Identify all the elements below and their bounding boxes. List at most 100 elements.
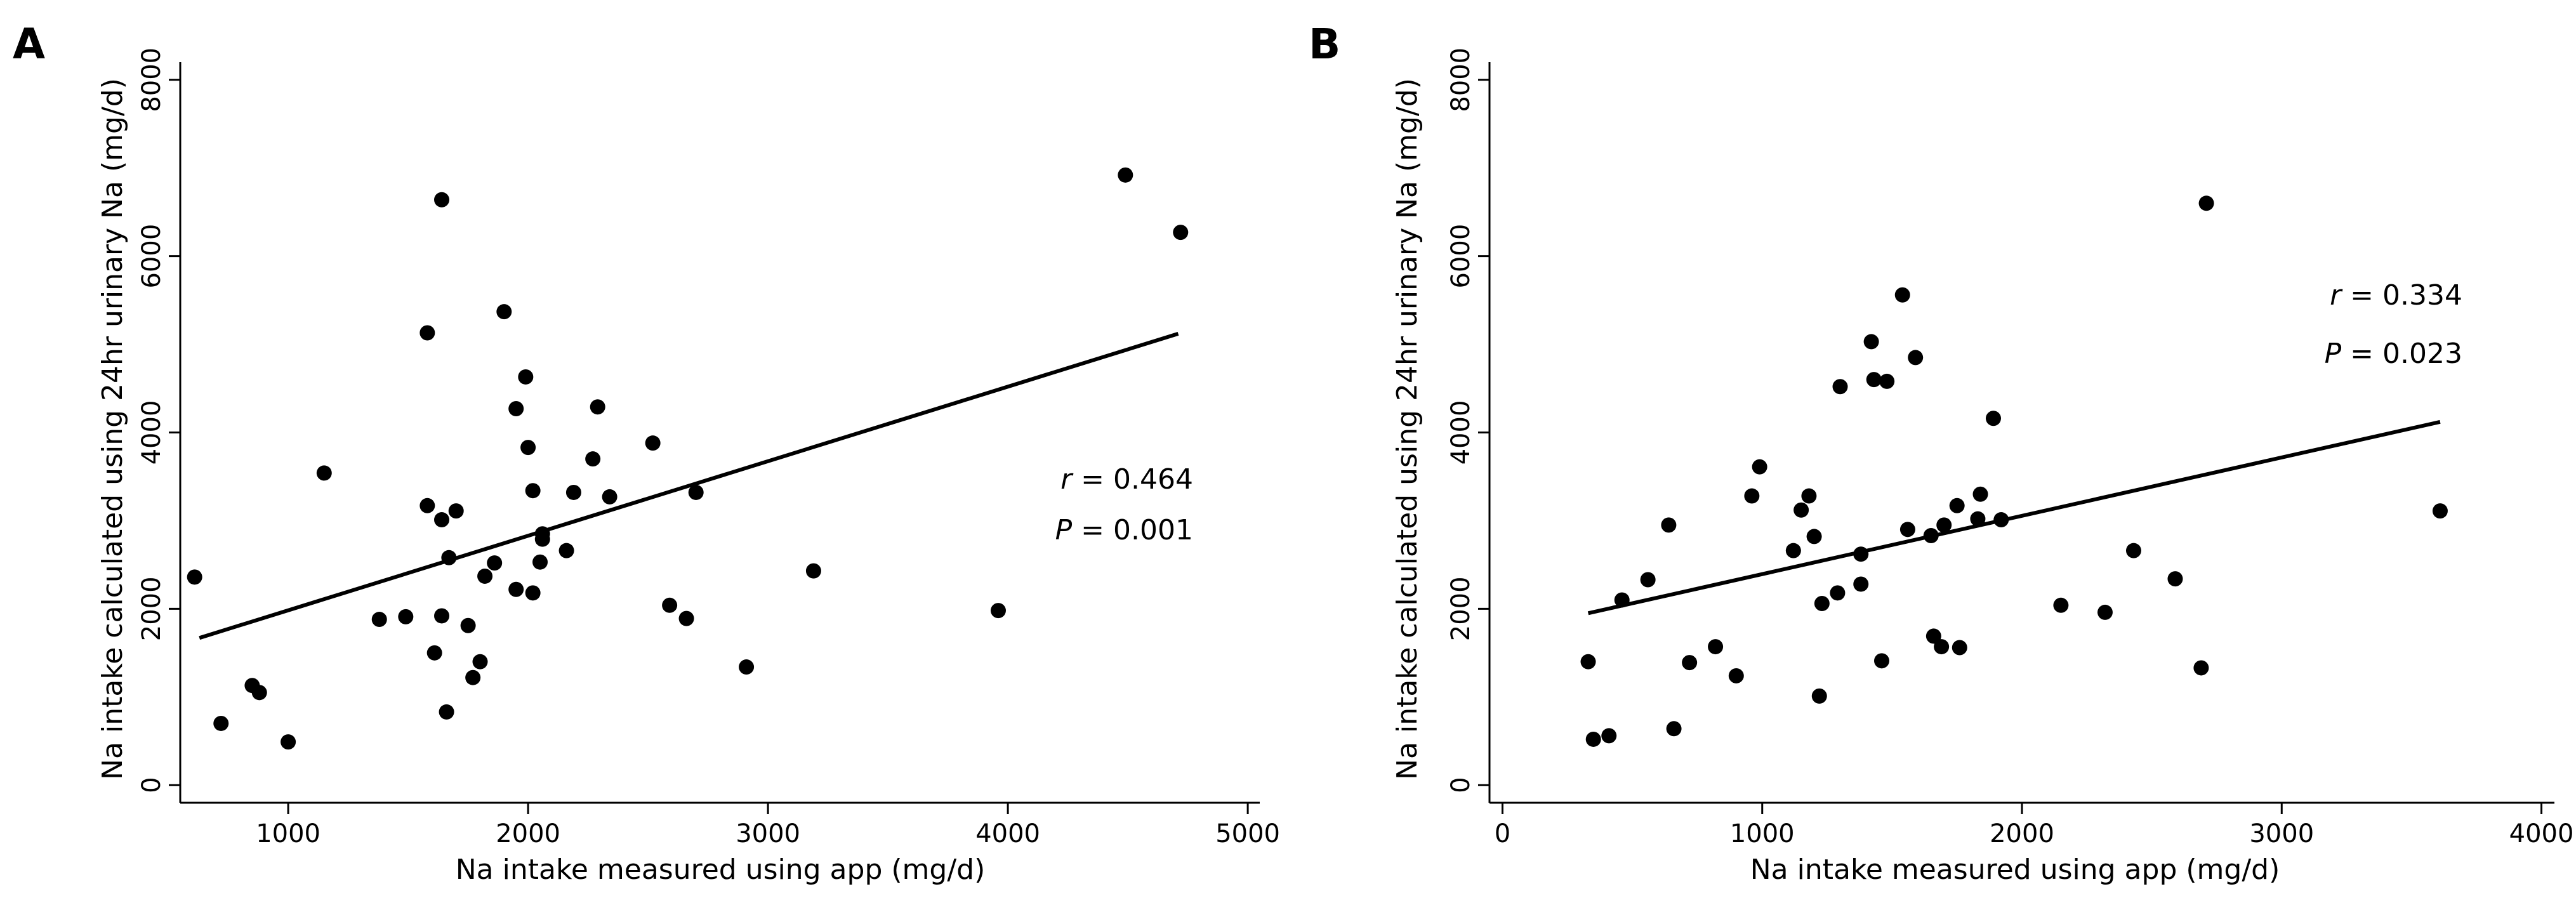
p-annotation: P = 0.023 <box>2325 338 2462 370</box>
y-axis-title: Na intake calculated using 24hr urinary … <box>1391 78 1423 780</box>
data-point <box>525 483 541 499</box>
data-point <box>1814 596 1830 612</box>
data-point <box>2125 543 2141 558</box>
data-point <box>2097 604 2113 620</box>
data-point <box>520 440 536 456</box>
data-point <box>590 399 605 415</box>
data-point <box>1811 688 1827 704</box>
y-tick-label: 8000 <box>137 48 166 112</box>
data-point <box>508 400 524 416</box>
x-tick-label: 3000 <box>736 819 800 848</box>
y-tick-label: 0 <box>137 777 166 793</box>
x-tick-label: 1000 <box>1730 819 1795 848</box>
x-tick-label: 5000 <box>1215 819 1280 848</box>
y-tick-label: 8000 <box>1446 48 1476 112</box>
data-point <box>1972 486 1988 502</box>
y-tick-label: 2000 <box>1446 576 1476 641</box>
x-axis-title: Na intake measured using app (mg/d) <box>456 854 986 886</box>
data-point <box>281 734 296 750</box>
data-point <box>739 659 755 675</box>
data-point <box>678 610 694 626</box>
data-point <box>508 581 524 597</box>
data-point <box>532 554 548 570</box>
x-tick-label: 2000 <box>1990 819 2054 848</box>
data-point <box>558 543 574 558</box>
data-point <box>1708 639 1724 655</box>
data-point <box>448 503 464 519</box>
data-point <box>487 555 503 571</box>
data-point <box>496 304 512 320</box>
x-axis-title: Na intake measured using app (mg/d) <box>1750 854 2280 886</box>
data-point <box>439 704 454 720</box>
data-point <box>1863 334 1879 350</box>
data-point <box>1744 488 1760 504</box>
data-point <box>1936 517 1952 533</box>
data-point <box>1661 517 1677 533</box>
r-annotation: r = 0.334 <box>2330 279 2462 312</box>
data-point <box>251 685 267 701</box>
data-point <box>460 617 476 633</box>
data-point <box>645 435 661 451</box>
data-point <box>213 715 229 731</box>
p-annotation: P = 0.001 <box>1055 514 1193 546</box>
x-tick-label: 4000 <box>975 819 1040 848</box>
data-point <box>398 609 414 624</box>
data-point <box>1173 225 1189 241</box>
data-point <box>1899 522 1915 537</box>
data-point <box>1832 379 1848 395</box>
data-point <box>2053 597 2069 613</box>
data-point <box>1793 502 1809 518</box>
data-point <box>1614 592 1630 608</box>
x-tick-label: 0 <box>1495 819 1510 848</box>
data-point <box>2432 503 2448 519</box>
data-point <box>434 608 450 624</box>
data-point <box>534 526 550 542</box>
y-tick-label: 0 <box>1446 777 1476 793</box>
y-axis-title: Na intake calculated using 24hr urinary … <box>96 78 129 780</box>
scatter-panel-a: A Na intake measured using app (mg/d) Na… <box>13 20 1280 886</box>
data-point <box>1640 572 1656 588</box>
data-point <box>1894 287 1910 303</box>
data-point <box>565 484 581 500</box>
regression-line <box>199 332 1179 640</box>
x-tick-label: 2000 <box>496 819 560 848</box>
data-point <box>1908 350 1924 366</box>
data-point <box>1993 512 2009 528</box>
data-point <box>1806 529 1822 544</box>
data-point <box>426 645 442 661</box>
data-point <box>419 498 435 513</box>
x-tick-label: 4000 <box>2509 819 2574 848</box>
x-tick-label: 3000 <box>2249 819 2314 848</box>
data-point <box>1801 488 1817 504</box>
panel-letter-a: A <box>13 20 45 69</box>
data-point <box>371 612 387 628</box>
data-point <box>518 369 534 385</box>
data-point <box>1934 639 1950 655</box>
data-point <box>1666 721 1682 737</box>
data-point <box>1985 411 2001 426</box>
scatter-panel-b: B Na intake measured using app (mg/d) Na… <box>1309 20 2573 886</box>
x-tick-label: 1000 <box>256 819 320 848</box>
data-point <box>525 585 541 601</box>
data-point <box>472 654 488 669</box>
data-point <box>1118 167 1133 183</box>
data-point <box>1879 373 1895 389</box>
data-point <box>805 563 821 579</box>
data-point <box>187 569 202 585</box>
data-point <box>434 512 450 528</box>
data-point <box>419 325 435 341</box>
data-point <box>1728 668 1744 683</box>
data-point <box>662 597 678 613</box>
data-point <box>2193 660 2209 676</box>
data-point <box>2198 195 2214 211</box>
data-point <box>1970 511 1986 527</box>
data-point <box>1585 731 1601 747</box>
data-point <box>990 603 1006 619</box>
data-point <box>434 192 450 208</box>
data-point <box>1752 459 1767 475</box>
data-point <box>2167 571 2183 587</box>
data-point <box>1853 546 1869 562</box>
data-point <box>688 484 704 500</box>
data-point <box>1785 543 1801 558</box>
